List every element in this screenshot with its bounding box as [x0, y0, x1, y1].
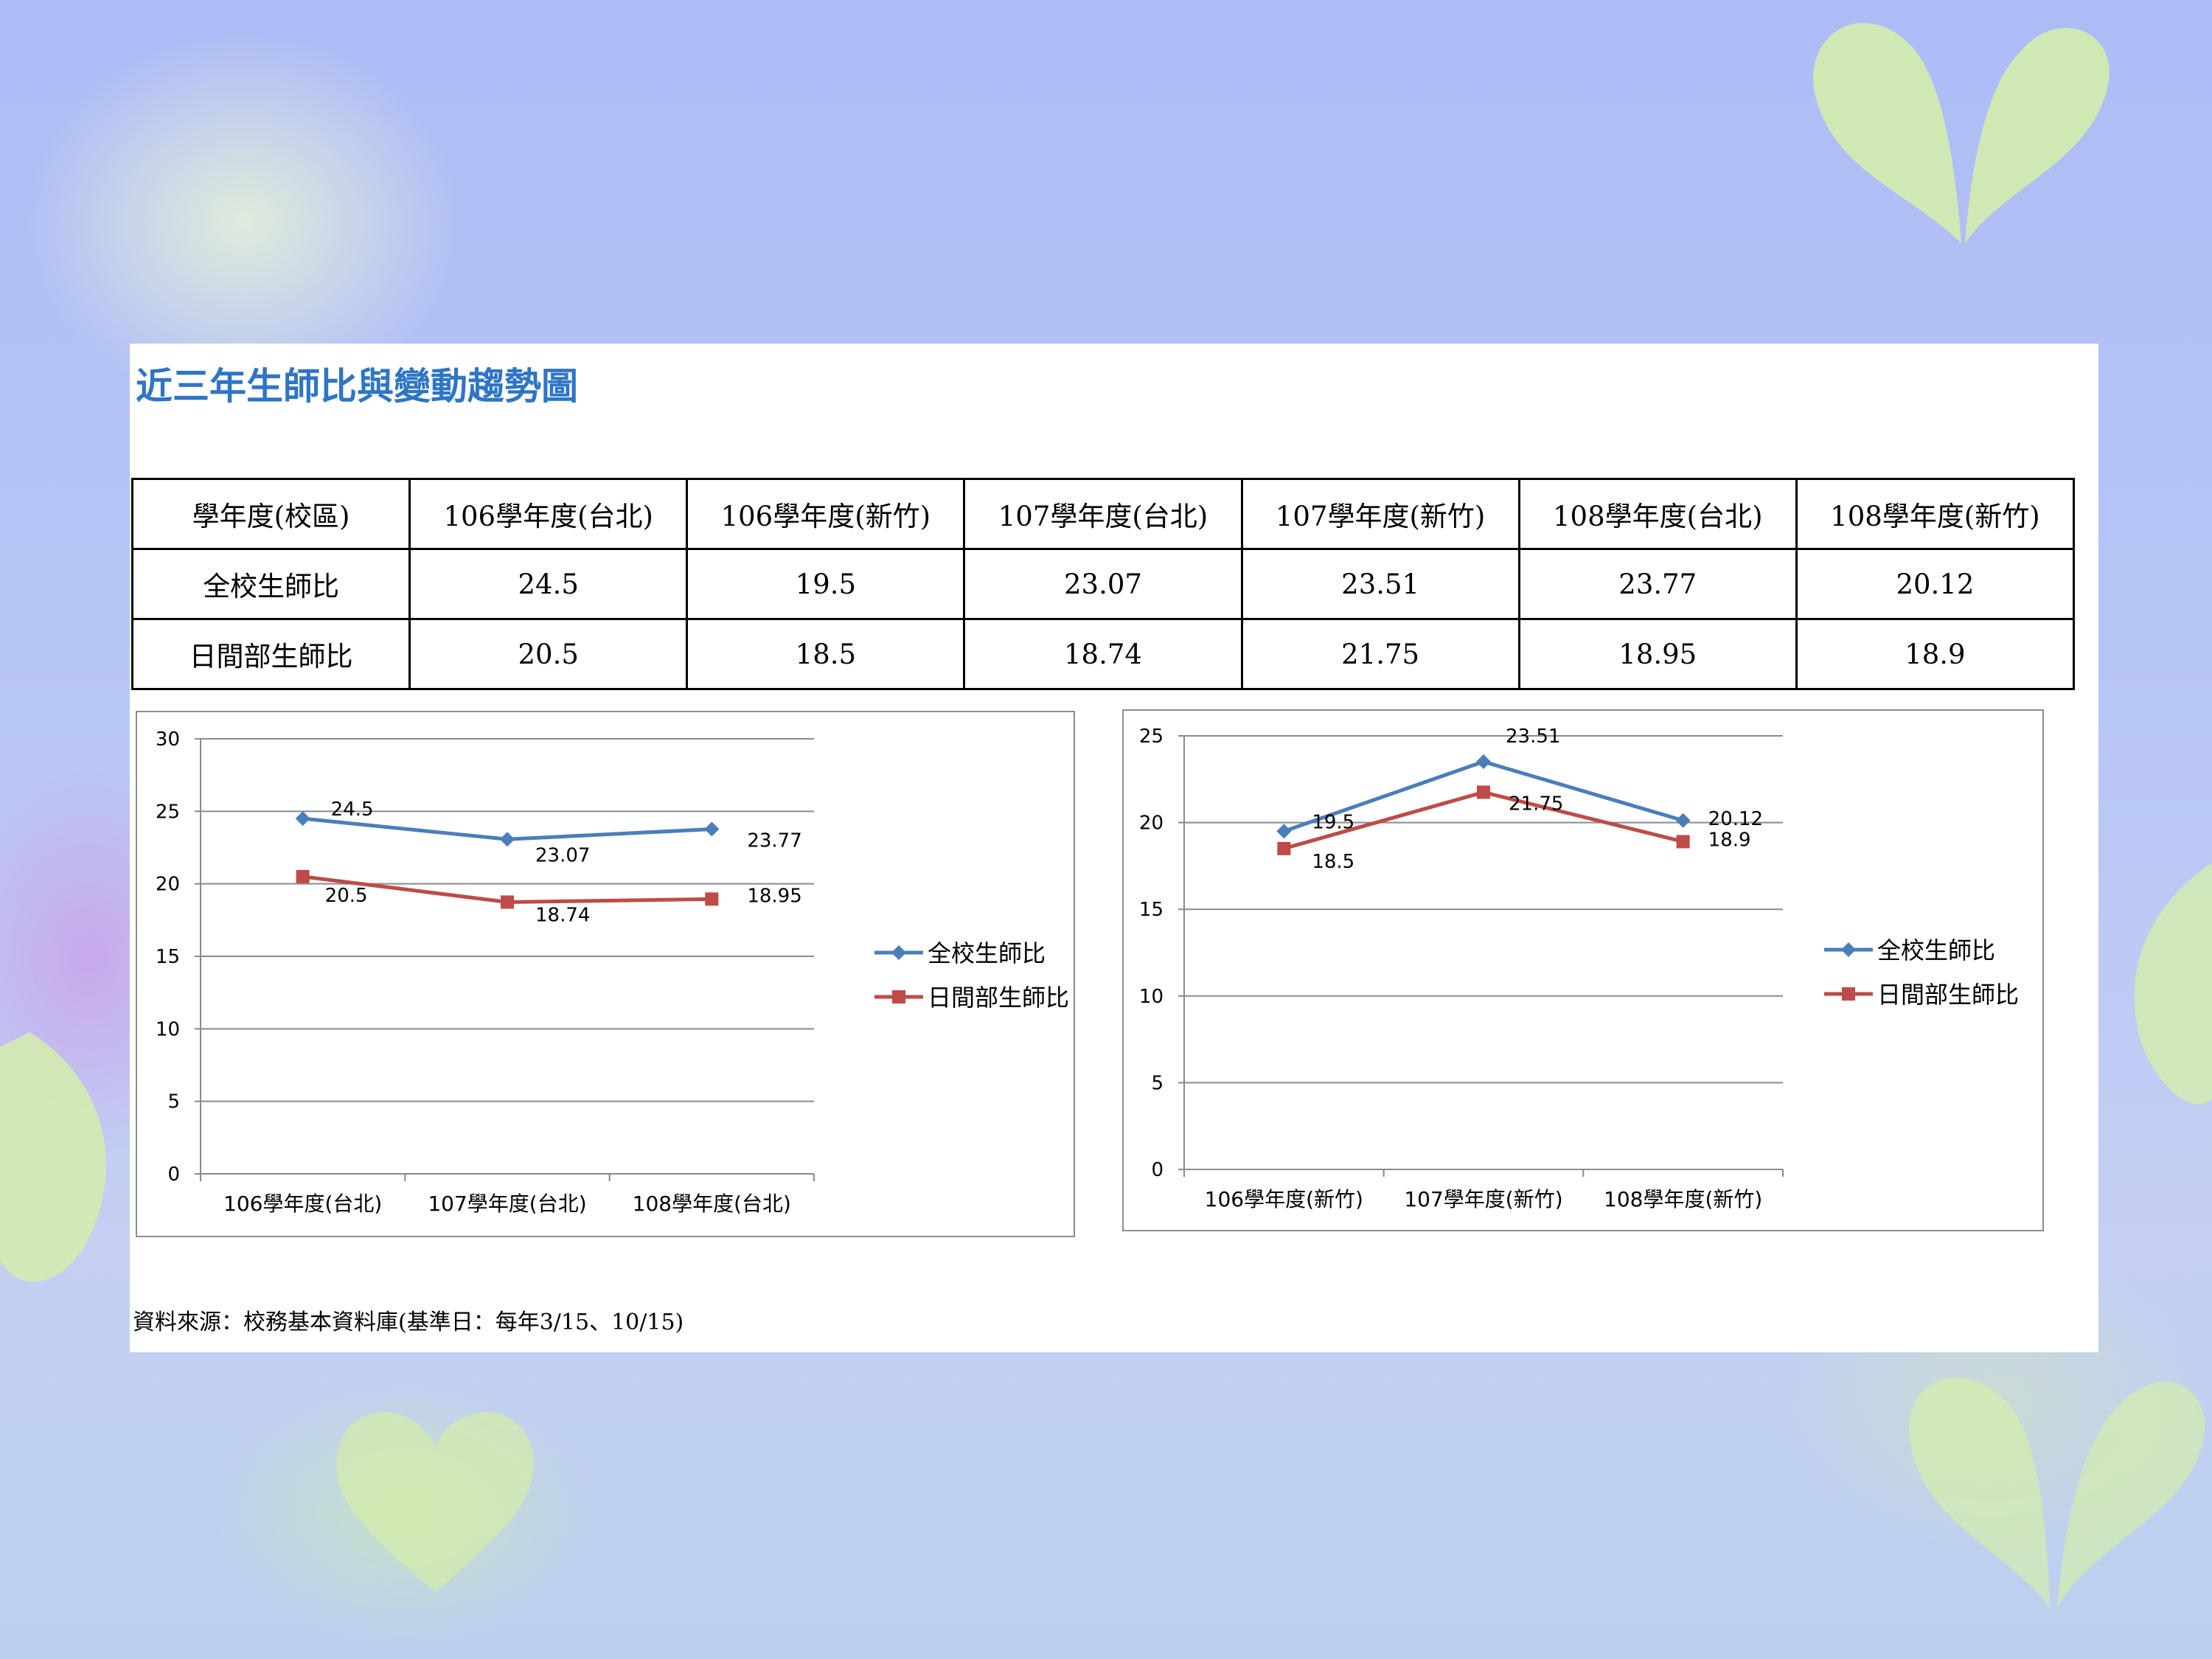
table-cell: 23.51 [1240, 548, 1520, 620]
content-panel: 近三年生師比與變動趨勢圖 學年度(校區) 106學年度(台北) 106學年度(新… [130, 344, 2098, 1352]
data-label: 18.5 [1312, 851, 1354, 873]
table-row: 日間部生師比 20.5 18.5 18.74 21.75 18.95 18.9 [131, 618, 2076, 690]
table-header-row: 學年度(校區) 106學年度(台北) 106學年度(新竹) 107學年度(台北)… [131, 478, 2076, 550]
butterfly-decoration-icon [1909, 1377, 2205, 1607]
table-cell: 20.12 [1795, 548, 2076, 620]
chart-taipei-svg: 0 5 10 15 20 25 30 106學年度(台北) 107學年度(台北) 108學年度(台… [156, 728, 1069, 1216]
data-label: 18.74 [535, 904, 590, 926]
butterfly-decoration-icon [0, 1032, 106, 1282]
table-cell: 23.77 [1517, 548, 1798, 620]
table-cell: 23.07 [963, 548, 1243, 620]
ratio-table: 學年度(校區) 106學年度(台北) 106學年度(新竹) 107學年度(台北)… [131, 478, 2076, 690]
page-title: 近三年生師比與變動趨勢圖 [136, 365, 578, 408]
legend-label: 全校生師比 [1877, 936, 1995, 964]
data-point-diamond [1276, 824, 1292, 839]
table-header-cell: 108學年度(台北) [1517, 478, 1798, 550]
x-tick-label: 108學年度(台北) [633, 1192, 791, 1216]
x-tick-label: 107學年度(台北) [428, 1192, 586, 1216]
data-source-note: 資料來源：校務基本資料庫(基準日：每年3/15、10/15) [133, 1310, 684, 1335]
data-label: 18.9 [1708, 829, 1751, 851]
legend-label: 日間部生師比 [1877, 981, 2019, 1009]
table-header-cell: 學年度(校區) [131, 478, 411, 550]
data-point-square [1676, 835, 1690, 849]
table-header-cell: 108學年度(新竹) [1795, 478, 2076, 550]
table-cell: 18.95 [1517, 618, 1798, 690]
y-tick-label: 0 [1151, 1159, 1164, 1181]
chart-hsinchu: 0 5 10 15 20 25 106學年度(新竹) 107學年度(新竹) 108學年度(新竹)… [1122, 709, 2044, 1231]
data-label: 21.75 [1509, 793, 1563, 815]
data-label: 24.5 [331, 799, 374, 821]
y-tick-label: 20 [156, 874, 180, 896]
x-tick-label: 106學年度(新竹) [1205, 1187, 1363, 1211]
data-point-diamond [1675, 813, 1691, 828]
legend-marker-square [892, 990, 905, 1004]
x-tick-label: 108學年度(新竹) [1604, 1187, 1762, 1211]
y-tick-label: 10 [156, 1018, 180, 1040]
y-tick-label: 30 [156, 728, 180, 751]
data-point-diamond [704, 821, 720, 837]
y-tick-label: 15 [156, 946, 180, 968]
table-row: 全校生師比 24.5 19.5 23.07 23.51 23.77 20.12 [131, 548, 2076, 620]
data-label: 23.51 [1506, 726, 1560, 748]
chart-taipei: 0 5 10 15 20 25 30 106學年度(台北) 107學年度(台北) 108學年度(台… [136, 711, 1075, 1237]
legend-label: 日間部生師比 [928, 984, 1069, 1012]
data-label: 20.5 [325, 885, 368, 907]
chart-hsinchu-svg: 0 5 10 15 20 25 106學年度(新竹) 107學年度(新竹) 108學年度(新竹)… [1139, 726, 2019, 1211]
y-tick-label: 20 [1139, 813, 1164, 835]
table-cell: 20.5 [408, 618, 689, 690]
y-tick-label: 10 [1139, 986, 1164, 1008]
table-header-cell: 106學年度(台北) [408, 478, 689, 550]
legend-marker-diamond [891, 945, 906, 960]
table-header-cell: 107學年度(台北) [963, 478, 1243, 550]
table-cell: 18.9 [1795, 618, 2076, 690]
data-label: 18.95 [747, 885, 801, 907]
data-label: 20.12 [1708, 808, 1763, 830]
table-cell: 全校生師比 [131, 548, 411, 620]
data-point-square [501, 895, 514, 909]
y-tick-label: 25 [156, 801, 180, 823]
legend-marker-diamond [1841, 942, 1856, 957]
data-point-square [296, 869, 310, 883]
table-header-cell: 106學年度(新竹) [686, 478, 966, 550]
y-tick-label: 5 [1151, 1072, 1164, 1094]
table-cell: 24.5 [408, 548, 689, 620]
butterfly-decoration-icon [2134, 863, 2212, 1105]
data-point-square [1477, 785, 1490, 799]
y-tick-label: 15 [1139, 899, 1164, 921]
heart-decoration-icon [336, 1412, 534, 1593]
x-tick-label: 107學年度(新竹) [1404, 1187, 1562, 1211]
legend-label: 全校生師比 [928, 939, 1046, 967]
data-point-square [705, 892, 719, 906]
data-label: 23.07 [535, 844, 590, 866]
table-header-cell: 107學年度(新竹) [1240, 478, 1520, 550]
butterfly-decoration-icon [1813, 23, 2110, 244]
table-cell: 18.5 [686, 618, 966, 690]
table-cell: 日間部生師比 [131, 618, 411, 690]
data-point-square [1277, 841, 1291, 855]
y-tick-label: 25 [1139, 726, 1164, 748]
table-cell: 18.74 [963, 618, 1243, 690]
x-tick-label: 106學年度(台北) [223, 1192, 382, 1216]
data-point-diamond [1476, 754, 1491, 770]
data-label: 23.77 [747, 830, 801, 852]
legend-marker-square [1842, 987, 1855, 1001]
data-point-diamond [295, 811, 310, 827]
y-tick-label: 5 [167, 1091, 180, 1113]
table-cell: 19.5 [686, 548, 966, 620]
table-cell: 21.75 [1240, 618, 1520, 690]
data-point-diamond [500, 832, 515, 847]
y-tick-label: 0 [167, 1164, 180, 1186]
